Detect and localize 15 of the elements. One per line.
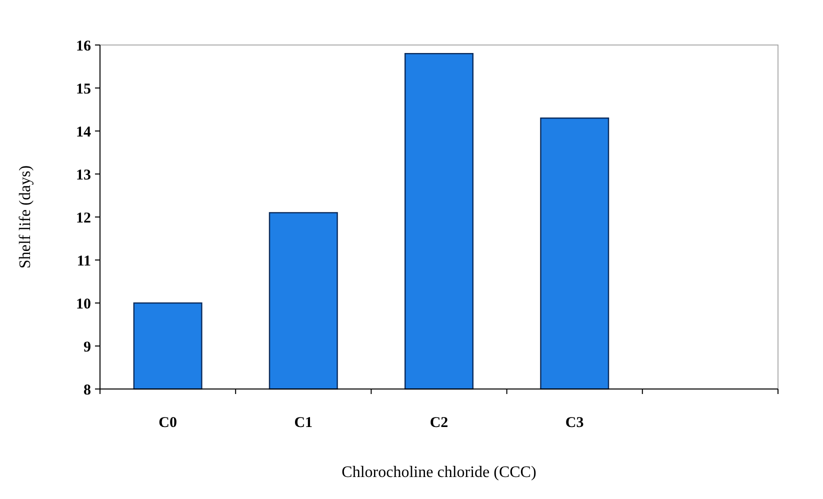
y-tick-label: 15 (76, 81, 91, 98)
y-tick-label: 14 (76, 124, 92, 140)
y-tick-label: 10 (76, 296, 91, 312)
y-tick-label: 8 (84, 382, 91, 398)
y-tick-label: 16 (76, 38, 92, 54)
y-tick-label: 13 (76, 167, 91, 184)
x-tick-label: C0 (158, 415, 177, 431)
x-axis-title: Chlorocholine chloride (CCC) (342, 464, 536, 481)
y-tick-label: 12 (76, 210, 91, 226)
x-tick-label: C3 (565, 415, 584, 431)
x-tick-label: C2 (430, 415, 448, 431)
y-axis-title: Shelf life (days) (17, 165, 34, 269)
y-tick-label: 9 (84, 339, 91, 356)
y-tick-label: 11 (76, 253, 91, 270)
x-tick-label: C1 (294, 415, 313, 431)
